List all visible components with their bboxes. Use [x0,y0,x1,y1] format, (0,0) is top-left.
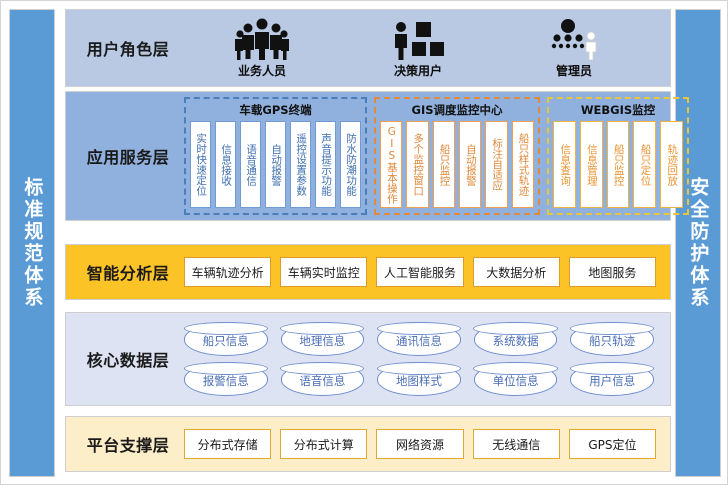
layer-user-role-body: 业务人员 决策用户 [184,10,670,86]
people-group-icon [234,18,290,60]
layer-intelligent-analysis: 智能分析层 车辆轨迹分析 车辆实时监控 人工智能服务 大数据分析 地图服务 [65,244,671,300]
role-administrator[interactable]: 管理员 [514,18,634,79]
database-cylinder[interactable]: 语音信息 [280,362,365,396]
app-feature-cell[interactable]: 多个监控窗口 [406,121,429,208]
database-cylinder[interactable]: 单位信息 [473,362,558,396]
app-feature-cell[interactable]: 轨迹回放 [660,121,683,208]
database-cylinder[interactable]: 船只轨迹 [570,322,654,356]
database-row: 船只信息 地理信息 通讯信息 系统数据 船只轨迹 [183,322,654,356]
app-feature-cell[interactable]: 防水防潮功能 [340,121,361,208]
layer-application-service-body: 车载GPS终端 实时快速定位 信息接收 语音通信 自动报警 遥控设置参数 声音提… [184,92,697,220]
app-feature-cell[interactable]: 船只监控 [606,121,630,208]
app-feature-cell[interactable]: GIS基本操作 [380,121,403,208]
group-title: WEBGIS监控 [580,103,656,117]
database-cylinder[interactable]: 报警信息 [183,362,268,396]
group-cells: GIS基本操作 多个监控窗口 船只监控 自动报警 标注自适应 船只样式轨迹 [380,121,534,208]
layer-application-service-title: 应用服务层 [86,148,170,167]
app-feature-cell[interactable]: 自动报警 [458,121,482,208]
analysis-item[interactable]: 大数据分析 [472,257,560,287]
layer-application-service: 应用服务层 车载GPS终端 实时快速定位 信息接收 语音通信 自动报警 遥控设置… [65,91,689,221]
layer-platform-support-title: 平台支撑层 [86,436,170,455]
right-pillar-security: 安全防护体系 [675,9,721,477]
right-pillar-label: 安全防护体系 [687,177,710,309]
group-vehicle-gps-terminal: 车载GPS终端 实时快速定位 信息接收 语音通信 自动报警 遥控设置参数 声音提… [184,97,367,215]
database-cylinder[interactable]: 系统数据 [473,322,558,356]
database-cylinder[interactable]: 地理信息 [280,322,365,356]
layer-core-data-body: 船只信息 地理信息 通讯信息 系统数据 船只轨迹 报警信息 语音信息 地图样式 … [183,313,670,405]
analysis-item[interactable]: 车辆轨迹分析 [184,257,272,287]
group-cells: 实时快速定位 信息接收 语音通信 自动报警 遥控设置参数 声音提示功能 防水防潮… [190,121,361,208]
database-cylinder[interactable]: 船只信息 [183,322,268,356]
analysis-item[interactable]: 地图服务 [568,257,657,287]
database-cylinder[interactable]: 地图样式 [376,362,461,396]
layer-user-role: 用户角色层 业务人 [65,9,671,87]
group-webgis-monitoring: WEBGIS监控 信息查询 信息管理 船只监控 船只定位 轨迹回放 [547,97,689,215]
database-cylinder[interactable]: 用户信息 [570,362,654,396]
platform-item[interactable]: 分布式计算 [280,429,368,459]
layer-platform-support-body: 分布式存储 分布式计算 网络资源 无线通信 GPS定位 [184,417,670,471]
role-label: 决策用户 [393,63,442,78]
analysis-item[interactable]: 车辆实时监控 [280,257,368,287]
person-org-chart-icon [390,18,446,60]
group-gis-dispatch-center: GIS调度监控中心 GIS基本操作 多个监控窗口 船只监控 自动报警 标注自适应… [374,97,540,215]
role-label: 业务人员 [237,63,286,78]
layer-user-role-title: 用户角色层 [86,40,170,59]
app-feature-cell[interactable]: 船只定位 [633,121,657,208]
layer-platform-support: 平台支撑层 分布式存储 分布式计算 网络资源 无线通信 GPS定位 [65,416,671,472]
platform-item[interactable]: 分布式存储 [184,429,272,459]
app-feature-cell[interactable]: 信息查询 [553,121,576,208]
layer-core-data: 核心数据层 船只信息 地理信息 通讯信息 系统数据 船只轨迹 报警信息 语音信息… [65,312,671,406]
app-feature-cell[interactable]: 语音通信 [240,121,261,208]
app-feature-cell[interactable]: 信息管理 [579,121,603,208]
layer-intelligent-analysis-body: 车辆轨迹分析 车辆实时监控 人工智能服务 大数据分析 地图服务 [184,245,670,299]
database-cylinder[interactable]: 通讯信息 [376,322,461,356]
app-feature-cell[interactable]: 船只样式轨迹 [511,121,534,208]
database-row: 报警信息 语音信息 地图样式 单位信息 用户信息 [183,362,654,396]
app-feature-cell[interactable]: 自动报警 [265,121,286,208]
group-title: GIS调度监控中心 [411,103,503,117]
group-cells: 信息查询 信息管理 船只监控 船只定位 轨迹回放 [553,121,683,208]
platform-item[interactable]: GPS定位 [568,429,657,459]
platform-item[interactable]: 无线通信 [472,429,560,459]
layer-intelligent-analysis-title: 智能分析层 [86,264,170,283]
role-label: 管理员 [555,63,592,78]
layer-core-data-title: 核心数据层 [86,351,170,370]
app-feature-cell[interactable]: 信息接收 [215,121,236,208]
app-feature-cell[interactable]: 实时快速定位 [190,121,211,208]
analysis-item[interactable]: 人工智能服务 [376,257,464,287]
left-pillar-label: 标准规范体系 [21,177,44,309]
platform-item[interactable]: 网络资源 [376,429,464,459]
role-business-staff[interactable]: 业务人员 [202,18,322,79]
left-pillar-standards: 标准规范体系 [9,9,55,477]
app-feature-cell[interactable]: 船只监控 [432,121,455,208]
app-feature-cell[interactable]: 标注自适应 [485,121,508,208]
app-feature-cell[interactable]: 声音提示功能 [315,121,336,208]
admin-network-icon [546,18,602,60]
app-feature-cell[interactable]: 遥控设置参数 [290,121,311,208]
group-title: 车载GPS终端 [239,103,312,117]
role-decision-user[interactable]: 决策用户 [358,18,478,79]
